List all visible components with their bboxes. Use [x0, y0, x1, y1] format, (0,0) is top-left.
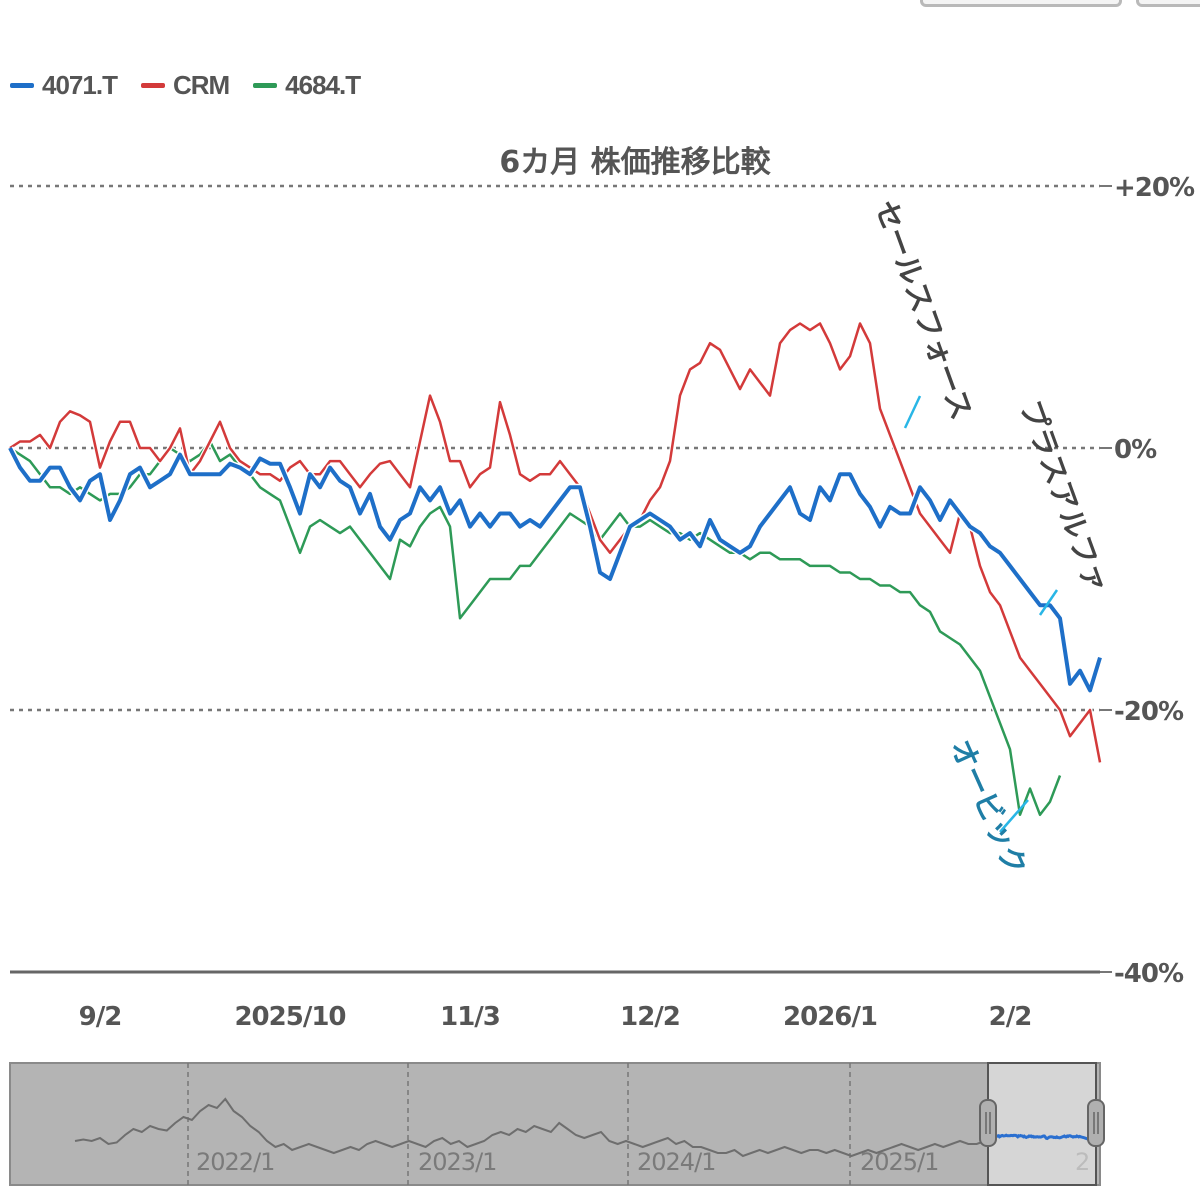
navigator-series	[74, 1097, 986, 1158]
x-tick-label: 2/2	[989, 1002, 1032, 1032]
annotations-layer: セールスフォース プラスアルファ オービック	[868, 196, 1114, 881]
annotation-leader-crm	[903, 395, 922, 429]
top-toolbar	[870, 0, 1200, 7]
legend-item-4684t[interactable]: 4684.T	[253, 70, 361, 101]
annotation-leader-4684t	[999, 799, 1029, 833]
series-halo-4071t	[6, 446, 1104, 694]
legend-item-crm[interactable]: CRM	[140, 70, 230, 101]
x-tick-label: 11/3	[440, 1002, 500, 1032]
series-halo-4684t	[8, 439, 1063, 818]
annotation-4071t: プラスアルファ	[1013, 396, 1114, 598]
toolbar-button-2[interactable]	[1136, 0, 1200, 7]
legend-swatch-4684t	[253, 83, 278, 88]
navigator-year-label: 2024/1	[637, 1148, 715, 1176]
annotation-crm: セールスフォース	[868, 196, 979, 424]
series-line-4071t[interactable]	[8, 447, 1102, 693]
toolbar-button-1[interactable]	[920, 0, 1122, 7]
chart-title: 6カ月 株価推移比較	[499, 145, 771, 180]
x-tick-label: 12/2	[620, 1002, 680, 1032]
series-layer	[6, 321, 1104, 818]
x-tick-label: 9/2	[79, 1002, 122, 1032]
annotation-leader-4071t	[1038, 589, 1059, 616]
navigator-year-label: 2022/1	[196, 1148, 274, 1176]
legend-item-4071t[interactable]: 4071.T	[10, 70, 118, 101]
grid-lines	[10, 184, 1112, 973]
navigator-selection[interactable]	[987, 1062, 1097, 1186]
navigator-selected-series	[989, 1133, 1096, 1144]
legend-label-4071t: 4071.T	[42, 70, 118, 100]
y-tick-label: 0%	[1114, 435, 1157, 465]
y-tick-label: +20%	[1114, 173, 1195, 203]
y-tick-label: -40%	[1114, 959, 1184, 989]
x-tick-label: 2025/10	[234, 1002, 345, 1032]
x-axis-labels: 9/2 2025/10 11/3 12/2 2026/1 2/2	[79, 1002, 1033, 1032]
x-tick-label: 2026/1	[783, 1002, 877, 1032]
legend-label-4684t: 4684.T	[285, 70, 361, 100]
navigator-handle-right[interactable]	[1087, 1099, 1105, 1147]
series-line-4684t[interactable]	[9, 440, 1062, 817]
y-axis-labels: +20% 0% -20% -40%	[1114, 173, 1196, 989]
legend-swatch-crm	[140, 83, 165, 88]
chart-legend: 4071.T CRM 4684.T	[10, 70, 361, 101]
legend-swatch-4071t	[10, 83, 34, 88]
navigator-handle-left[interactable]	[979, 1099, 997, 1147]
legend-label-crm: CRM	[172, 70, 230, 100]
navigator-dividers	[187, 1063, 851, 1185]
y-tick-label: -20%	[1114, 697, 1184, 727]
navigator-year-label: 2023/1	[418, 1148, 496, 1176]
